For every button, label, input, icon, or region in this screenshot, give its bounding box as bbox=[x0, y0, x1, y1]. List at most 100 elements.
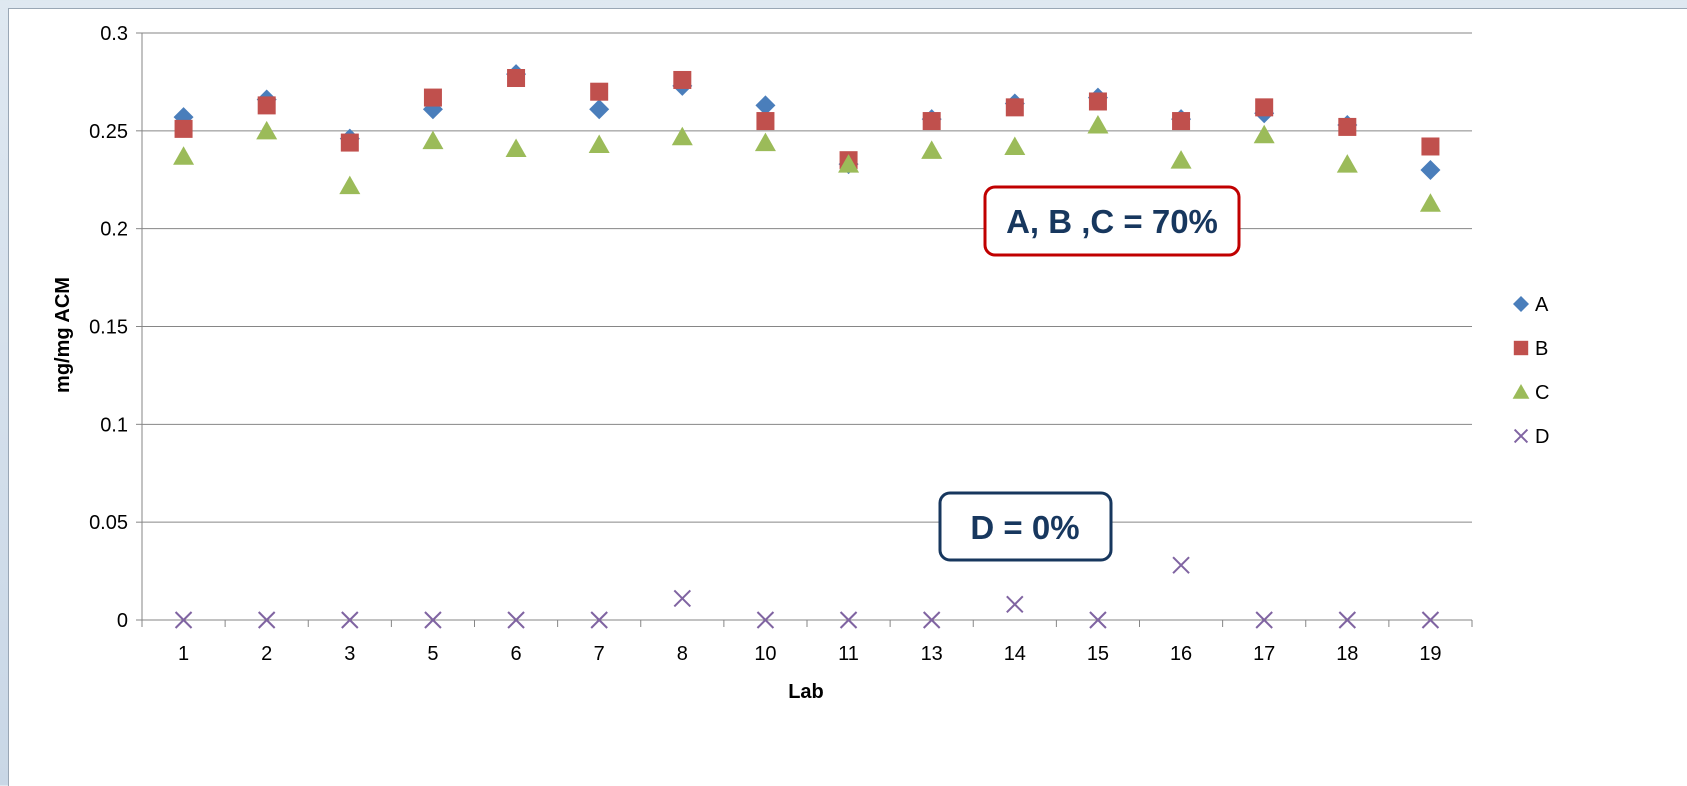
data-point-a bbox=[1420, 159, 1441, 180]
data-point-d bbox=[1338, 611, 1357, 629]
data-point-a bbox=[755, 95, 776, 116]
data-point-d bbox=[839, 611, 858, 629]
data-point-c bbox=[921, 140, 943, 159]
series-C bbox=[173, 114, 1441, 212]
data-point-d bbox=[1255, 611, 1273, 629]
callout-d-box bbox=[938, 491, 1113, 562]
data-points bbox=[173, 64, 1441, 629]
data-point-b bbox=[174, 119, 193, 138]
legend-label-a: A bbox=[1535, 294, 1549, 316]
x-tick-label: 17 bbox=[1253, 643, 1275, 665]
data-point-b bbox=[1005, 98, 1024, 117]
data-point-b bbox=[340, 133, 359, 152]
x-tick-label: 13 bbox=[921, 643, 943, 665]
x-tick-label: 7 bbox=[594, 643, 605, 665]
y-tick-label: 0.25 bbox=[89, 121, 128, 143]
legend-marker-a bbox=[1513, 296, 1529, 312]
data-point-b bbox=[1421, 137, 1440, 156]
data-point-d bbox=[673, 589, 692, 608]
y-tick-label: 0.05 bbox=[89, 512, 128, 534]
x-tick-label: 14 bbox=[1004, 643, 1026, 665]
legend-marker-c bbox=[1512, 384, 1530, 399]
data-point-b bbox=[1088, 92, 1107, 111]
data-point-b bbox=[507, 69, 526, 88]
series-D bbox=[174, 556, 1440, 629]
data-point-c bbox=[754, 132, 776, 152]
chart-area: 0.3 0.25 0.2 0.15 0.1 0.05 0 1 2 3 5 6 7 8 10 11 13 14 15… bbox=[8, 8, 1687, 786]
data-point-c bbox=[1336, 154, 1358, 173]
data-point-c bbox=[1170, 150, 1192, 169]
data-point-c bbox=[588, 134, 610, 154]
x-tick-label: 18 bbox=[1336, 643, 1358, 665]
data-point-c bbox=[339, 175, 361, 195]
data-point-c bbox=[505, 138, 527, 157]
legend-label-b: B bbox=[1535, 338, 1548, 360]
data-point-c bbox=[1004, 136, 1026, 155]
data-point-d bbox=[1006, 595, 1024, 614]
data-point-c bbox=[1419, 193, 1441, 212]
data-point-b bbox=[1338, 117, 1357, 136]
axes bbox=[136, 32, 1473, 627]
callout-abc-box bbox=[983, 185, 1241, 257]
data-point-d bbox=[1172, 556, 1190, 574]
y-axis-title: mg/mg ACM bbox=[52, 277, 74, 393]
data-point-d bbox=[507, 611, 525, 629]
series-B bbox=[174, 69, 1440, 170]
y-tick-label: 0 bbox=[117, 610, 128, 632]
x-tick-labels: 1 2 3 5 6 7 8 10 11 13 14 15 16 17 18 19 bbox=[178, 643, 1442, 665]
x-tick-label: 5 bbox=[427, 643, 438, 665]
data-point-d bbox=[756, 611, 775, 629]
callout-d: D = 0% bbox=[938, 491, 1113, 562]
x-tick-label: 3 bbox=[344, 643, 355, 665]
y-tick-label: 0.2 bbox=[100, 219, 128, 241]
legend-label-d: D bbox=[1535, 426, 1549, 448]
data-point-d bbox=[1089, 611, 1107, 629]
data-point-c bbox=[1253, 124, 1275, 144]
y-tick-label: 0.3 bbox=[100, 23, 128, 45]
series-A bbox=[173, 64, 1441, 180]
data-point-c bbox=[1087, 114, 1109, 134]
y-tick-label: 0.1 bbox=[100, 414, 128, 436]
x-tick-label: 6 bbox=[511, 643, 522, 665]
y-tick-labels: 0.3 0.25 0.2 0.15 0.1 0.05 0 bbox=[89, 23, 128, 632]
data-point-b bbox=[257, 96, 276, 115]
x-tick-label: 19 bbox=[1419, 643, 1441, 665]
data-point-c bbox=[256, 120, 278, 140]
data-point-c bbox=[671, 126, 693, 146]
x-tick-label: 15 bbox=[1087, 643, 1109, 665]
data-point-c bbox=[173, 146, 195, 165]
data-point-d bbox=[922, 611, 941, 629]
data-point-d bbox=[590, 611, 608, 629]
data-point-b bbox=[1255, 98, 1274, 117]
x-tick-label: 16 bbox=[1170, 643, 1192, 665]
data-point-b bbox=[756, 112, 775, 131]
data-point-d bbox=[341, 611, 359, 629]
x-tick-label: 11 bbox=[838, 643, 859, 665]
data-point-d bbox=[1421, 611, 1440, 629]
legend-marker-d bbox=[1513, 428, 1529, 444]
x-tick-label: 10 bbox=[754, 643, 776, 665]
data-point-d bbox=[174, 611, 193, 629]
x-tick-label: 1 bbox=[178, 643, 189, 665]
legend-label-c: C bbox=[1535, 382, 1549, 404]
data-point-d bbox=[424, 611, 442, 629]
x-axis-title: Lab bbox=[788, 681, 824, 703]
data-point-b bbox=[423, 88, 442, 107]
data-point-b bbox=[673, 70, 692, 89]
data-point-c bbox=[838, 154, 860, 173]
legend-marker-b bbox=[1513, 340, 1529, 356]
data-point-d bbox=[257, 611, 276, 629]
data-point-b bbox=[922, 112, 941, 131]
data-point-a bbox=[589, 99, 610, 120]
data-point-b bbox=[590, 82, 609, 101]
x-tick-label: 8 bbox=[677, 643, 688, 665]
y-tick-label: 0.15 bbox=[89, 317, 128, 339]
scatter-chart: 0.3 0.25 0.2 0.15 0.1 0.05 0 1 2 3 5 6 7 8 10 11 13 14 15… bbox=[52, 23, 1549, 703]
callout-abc: A, B ,C = 70% bbox=[983, 185, 1241, 257]
data-point-b bbox=[1172, 112, 1191, 131]
data-point-c bbox=[422, 130, 444, 150]
x-tick-label: 2 bbox=[261, 643, 272, 665]
callout-d-text: D = 0% bbox=[970, 509, 1079, 546]
gridlines bbox=[142, 32, 1472, 523]
